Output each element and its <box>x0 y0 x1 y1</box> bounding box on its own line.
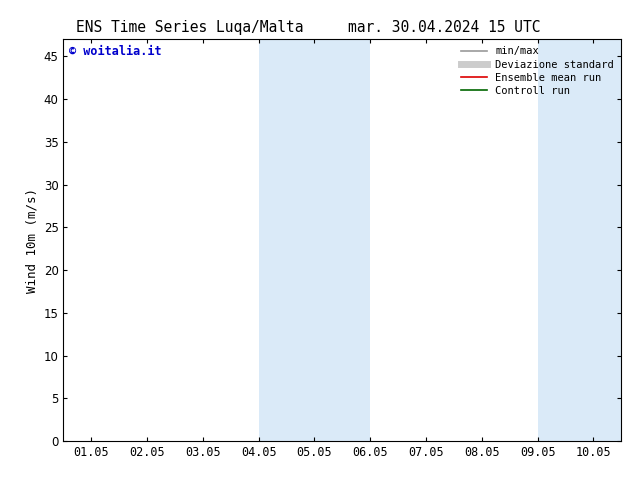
Text: ENS Time Series Luqa/Malta: ENS Time Series Luqa/Malta <box>77 20 304 35</box>
Y-axis label: Wind 10m (m/s): Wind 10m (m/s) <box>25 188 38 293</box>
Text: © woitalia.it: © woitalia.it <box>69 45 162 58</box>
Bar <box>538 39 621 441</box>
Legend: min/max, Deviazione standard, Ensemble mean run, Controll run: min/max, Deviazione standard, Ensemble m… <box>456 42 618 100</box>
Bar <box>259 39 370 441</box>
Text: mar. 30.04.2024 15 UTC: mar. 30.04.2024 15 UTC <box>347 20 540 35</box>
